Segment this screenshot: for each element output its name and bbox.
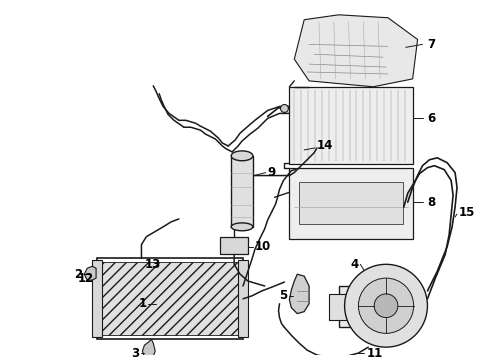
Bar <box>290 168 413 239</box>
Circle shape <box>280 104 289 112</box>
Bar <box>290 87 413 164</box>
Text: 5: 5 <box>279 289 288 302</box>
Polygon shape <box>290 274 309 314</box>
Circle shape <box>344 264 427 347</box>
Text: 13: 13 <box>145 258 161 271</box>
Bar <box>220 237 248 255</box>
Bar <box>92 260 102 337</box>
Bar <box>339 286 388 328</box>
Text: 14: 14 <box>317 139 333 153</box>
Ellipse shape <box>231 151 253 161</box>
Text: 1: 1 <box>138 297 147 310</box>
Bar <box>238 260 248 337</box>
Polygon shape <box>143 339 155 358</box>
Bar <box>299 183 403 224</box>
Polygon shape <box>84 266 96 280</box>
Text: 10: 10 <box>255 240 271 253</box>
Text: 6: 6 <box>427 112 436 125</box>
Bar <box>97 258 243 339</box>
Text: 3: 3 <box>131 347 140 360</box>
Bar <box>101 262 239 335</box>
Text: 9: 9 <box>268 166 276 179</box>
Text: 4: 4 <box>350 258 358 271</box>
Circle shape <box>358 278 414 333</box>
Text: 11: 11 <box>367 347 383 360</box>
Polygon shape <box>294 15 417 87</box>
Text: 8: 8 <box>427 196 436 209</box>
Bar <box>231 156 253 227</box>
Circle shape <box>374 294 398 318</box>
Bar <box>329 294 348 320</box>
Text: 7: 7 <box>427 38 436 51</box>
Text: 12: 12 <box>78 271 94 285</box>
Ellipse shape <box>231 223 253 231</box>
Text: 2: 2 <box>74 268 82 281</box>
Text: 15: 15 <box>459 206 475 219</box>
